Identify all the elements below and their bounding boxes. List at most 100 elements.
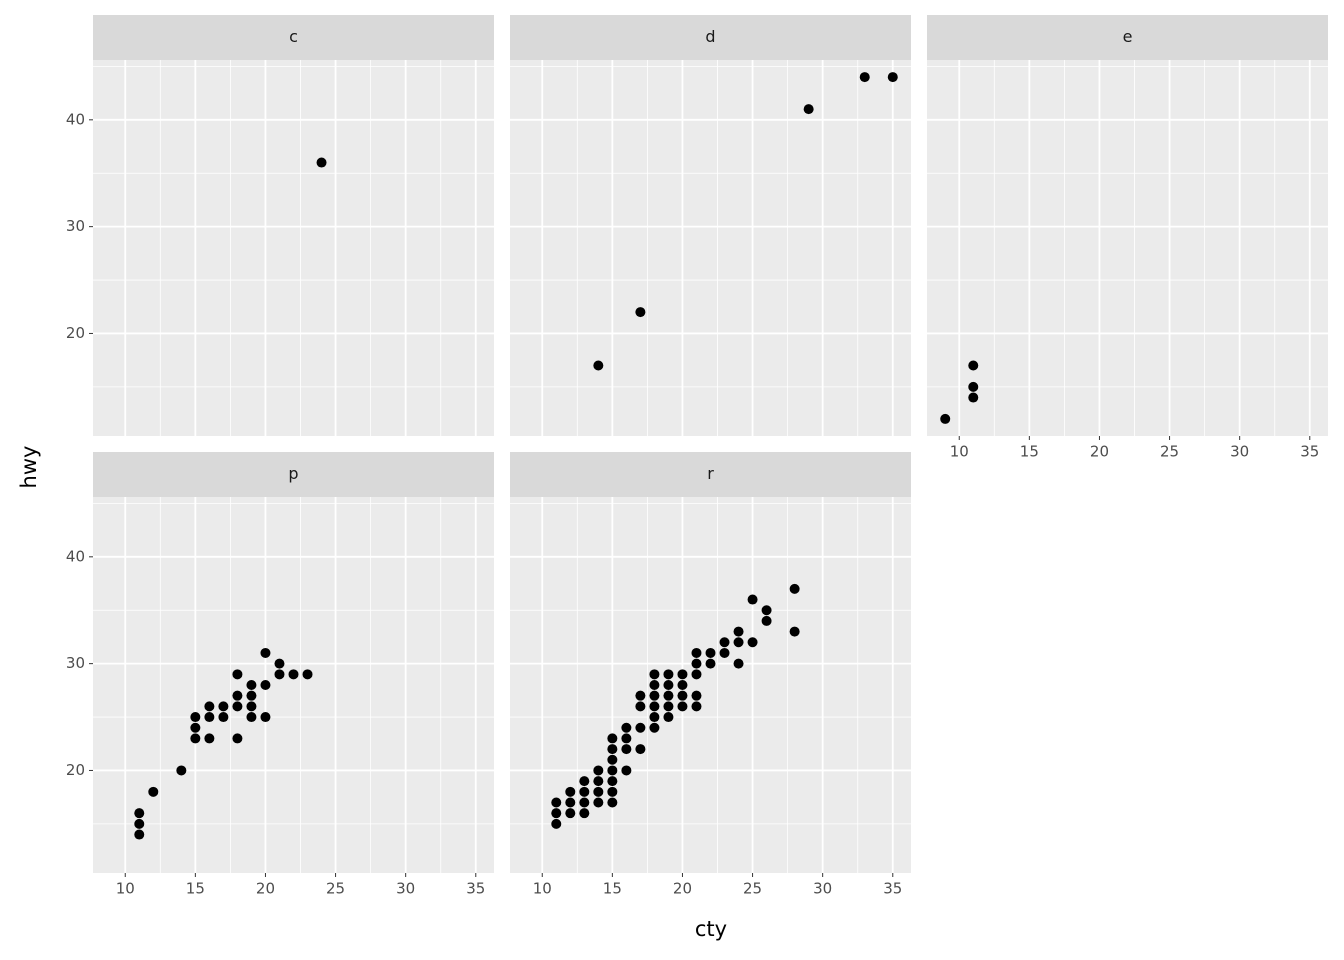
point	[607, 786, 618, 797]
x-tick-label: 35	[883, 880, 902, 898]
point	[148, 786, 159, 797]
point	[649, 669, 660, 680]
point	[316, 157, 327, 168]
point	[635, 307, 646, 318]
point	[621, 733, 632, 744]
y-tick-label: 30	[66, 654, 85, 672]
point	[859, 72, 870, 83]
point	[733, 637, 744, 648]
point	[260, 712, 271, 723]
point	[232, 690, 243, 701]
point	[204, 733, 215, 744]
point	[593, 786, 604, 797]
point	[274, 658, 285, 669]
point	[635, 722, 646, 733]
strip-label: p	[288, 464, 298, 483]
x-tick-label: 30	[396, 880, 415, 898]
point	[691, 690, 702, 701]
point	[691, 647, 702, 658]
y-tick-label: 20	[66, 761, 85, 779]
point	[260, 647, 271, 658]
point	[190, 722, 201, 733]
point	[274, 669, 285, 680]
point	[733, 658, 744, 669]
point	[218, 701, 229, 712]
point	[246, 680, 257, 690]
point	[551, 808, 562, 819]
point	[565, 797, 576, 808]
point	[260, 680, 271, 690]
point	[940, 413, 951, 424]
point	[733, 626, 744, 637]
point	[677, 690, 688, 701]
strip-label: r	[707, 464, 714, 483]
point	[663, 701, 674, 712]
point	[621, 744, 632, 755]
point	[593, 797, 604, 808]
point	[789, 583, 800, 594]
point	[968, 381, 979, 392]
strip	[93, 15, 494, 60]
x-tick-label: 30	[1230, 443, 1249, 461]
point	[705, 647, 716, 658]
y-tick-label: 30	[66, 217, 85, 235]
point	[649, 712, 660, 723]
strip-label: d	[705, 27, 715, 46]
point	[607, 744, 618, 755]
point	[246, 690, 257, 701]
point	[663, 712, 674, 723]
point	[677, 680, 688, 690]
point	[649, 690, 660, 701]
x-tick-label: 20	[256, 880, 275, 898]
point	[190, 733, 201, 744]
point	[246, 701, 257, 712]
point	[621, 765, 632, 776]
strip-label: e	[1123, 27, 1133, 46]
point	[134, 829, 145, 840]
strip	[927, 15, 1328, 60]
point	[803, 104, 814, 115]
x-tick-label: 10	[533, 880, 552, 898]
point	[579, 776, 590, 787]
point	[302, 669, 313, 680]
point	[677, 669, 688, 680]
x-tick-label: 10	[950, 443, 969, 461]
x-axis-title: cty	[695, 917, 727, 941]
x-tick-label: 25	[1160, 443, 1179, 461]
point	[663, 690, 674, 701]
x-tick-label: 20	[1090, 443, 1109, 461]
point	[887, 72, 898, 83]
point	[635, 690, 646, 701]
point	[747, 594, 758, 605]
point	[663, 669, 674, 680]
point	[134, 808, 145, 819]
point	[635, 744, 646, 755]
x-tick-label: 30	[813, 880, 832, 898]
point	[761, 605, 772, 616]
point	[705, 658, 716, 669]
panel	[927, 60, 1328, 436]
point	[719, 637, 730, 648]
point	[607, 733, 618, 744]
x-tick-label: 20	[673, 880, 692, 898]
point	[649, 701, 660, 712]
x-tick-label: 15	[186, 880, 205, 898]
point	[579, 808, 590, 819]
point	[288, 669, 299, 680]
point	[565, 786, 576, 797]
point	[579, 786, 590, 797]
point	[677, 701, 688, 712]
point	[176, 765, 187, 776]
point	[621, 722, 632, 733]
point	[663, 680, 674, 690]
point	[204, 701, 215, 712]
point	[968, 360, 979, 371]
x-tick-label: 10	[116, 880, 135, 898]
point	[190, 712, 201, 723]
point	[789, 626, 800, 637]
x-tick-label: 35	[466, 880, 485, 898]
point	[565, 808, 576, 819]
point	[607, 754, 618, 765]
point	[246, 712, 257, 723]
